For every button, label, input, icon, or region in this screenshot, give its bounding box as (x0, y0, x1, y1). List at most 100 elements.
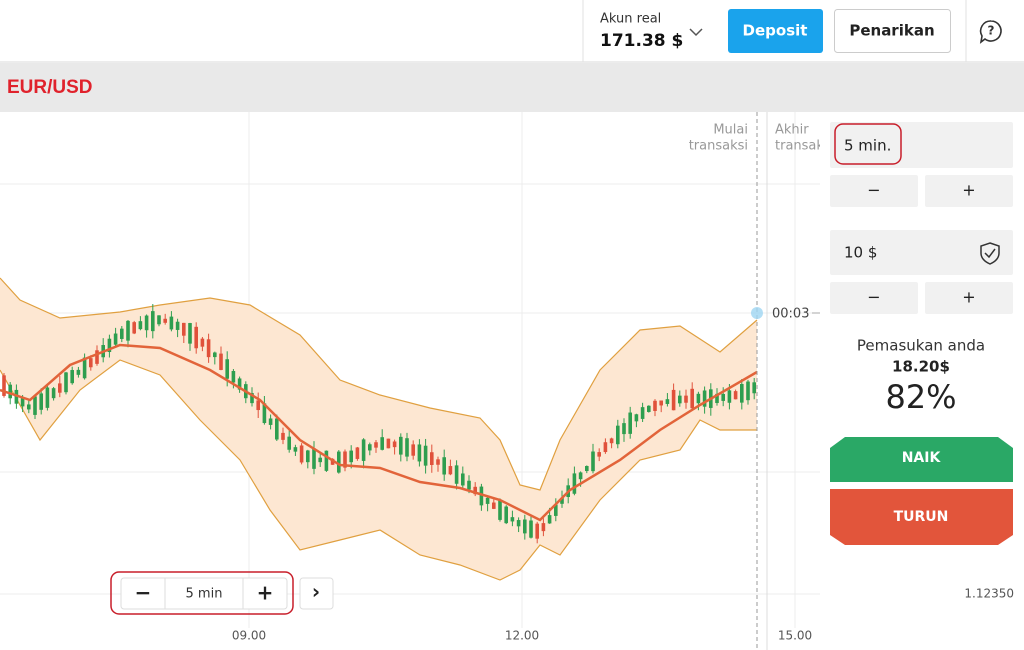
candle-body (27, 404, 31, 410)
price-label: 1.12350 (964, 587, 1014, 601)
candle-body (219, 353, 223, 370)
candle-body (157, 315, 161, 325)
candle-body (213, 352, 217, 358)
down-label: TURUN (894, 509, 949, 525)
instrument[interactable]: EUR/USD (7, 77, 93, 98)
timer: 00:03 (772, 307, 809, 322)
deposit-button[interactable] (728, 9, 823, 53)
candle-body (733, 391, 738, 400)
account-label: Akun real (600, 12, 661, 27)
candle-body (163, 318, 167, 323)
candle-body (33, 396, 37, 415)
candle-body (516, 520, 521, 527)
help-icon[interactable] (979, 20, 1002, 44)
duration-minus-button[interactable] (830, 175, 918, 207)
candle-body (554, 504, 558, 516)
highlight (834, 123, 902, 165)
candle-body (306, 450, 310, 463)
candle-body (268, 418, 273, 425)
candle-body (603, 442, 608, 453)
candle-body (262, 403, 267, 424)
candle-body (727, 390, 732, 403)
candle-body (504, 506, 508, 524)
candle-body (510, 517, 515, 522)
help-label: ? (988, 24, 995, 38)
candle-body (721, 393, 725, 401)
candle-body (423, 445, 428, 466)
candle-body (430, 452, 434, 465)
candle-body (671, 389, 676, 411)
start-label: Mulai (713, 123, 748, 138)
down-button[interactable] (830, 489, 1013, 545)
candle-body (64, 372, 68, 393)
candle-body (151, 311, 155, 332)
candle-body (299, 445, 304, 463)
candle-body (616, 425, 620, 445)
candle-body (337, 451, 341, 473)
percent: 82% (885, 378, 956, 416)
candle-body (659, 400, 663, 406)
insurance-icon[interactable] (980, 242, 1000, 265)
candle-body (76, 369, 81, 375)
up-label: NAIK (902, 450, 942, 466)
end-label: transaksi (775, 139, 834, 154)
candle-body (684, 395, 688, 403)
end-label-clip: Akhir transaksi (775, 123, 834, 154)
candle-body (312, 448, 316, 469)
candle-body (647, 405, 651, 412)
amount-minus: − (867, 288, 880, 307)
duration: 5 min. (844, 137, 891, 155)
amount-plus: + (962, 288, 975, 307)
withdraw-label: Penarikan (849, 22, 934, 40)
candle-body (175, 321, 180, 330)
candle-body (547, 515, 552, 524)
candle-body (572, 473, 577, 494)
candle-body (45, 387, 50, 408)
zoom-minus[interactable]: − (135, 581, 152, 605)
zoom-plus[interactable]: + (257, 581, 274, 605)
candle-body (454, 465, 459, 484)
x-label: 12.00 (505, 629, 539, 643)
candle-body (138, 321, 143, 330)
candle-body (417, 444, 422, 462)
candle-body (609, 438, 614, 444)
start-label: transaksi (689, 139, 748, 154)
candle-body (473, 486, 477, 495)
candle-body (231, 370, 236, 383)
candle-body (746, 381, 750, 401)
candle-body (39, 393, 43, 410)
candle-body (529, 520, 533, 538)
income-label: Pemasukan anda (857, 337, 985, 355)
candle-body (535, 523, 539, 539)
balance[interactable]: 171.38 $ (600, 31, 683, 51)
candle-body (250, 393, 254, 404)
duration-input[interactable] (830, 122, 1013, 168)
candle-body (293, 447, 298, 452)
end-label: Akhir (775, 123, 809, 138)
candle-body (51, 388, 56, 399)
candle-body (14, 389, 19, 404)
candle-body (665, 399, 670, 404)
zoom-group (120, 577, 288, 610)
candle-body (628, 412, 632, 434)
duration-plus-button[interactable] (925, 175, 1013, 207)
withdraw-button[interactable] (834, 9, 951, 53)
candle-body (58, 383, 62, 393)
highlight (110, 571, 294, 615)
up-button[interactable] (830, 437, 1013, 482)
candle-body (95, 350, 99, 364)
candle-body (287, 436, 291, 450)
amount-minus-button[interactable] (830, 282, 918, 314)
candle-body (237, 378, 242, 390)
candle-body (442, 457, 446, 475)
amount-plus-button[interactable] (925, 282, 1013, 314)
candle-body (281, 432, 285, 440)
candle-body (200, 338, 205, 347)
amount-input[interactable] (830, 230, 1013, 275)
candle-body (70, 370, 74, 384)
account-dropdown[interactable] (689, 28, 703, 37)
candle-body (479, 486, 484, 506)
zoom-next-button[interactable] (299, 577, 334, 610)
candle-body (467, 480, 471, 490)
x-label: 15.00 (778, 629, 812, 643)
